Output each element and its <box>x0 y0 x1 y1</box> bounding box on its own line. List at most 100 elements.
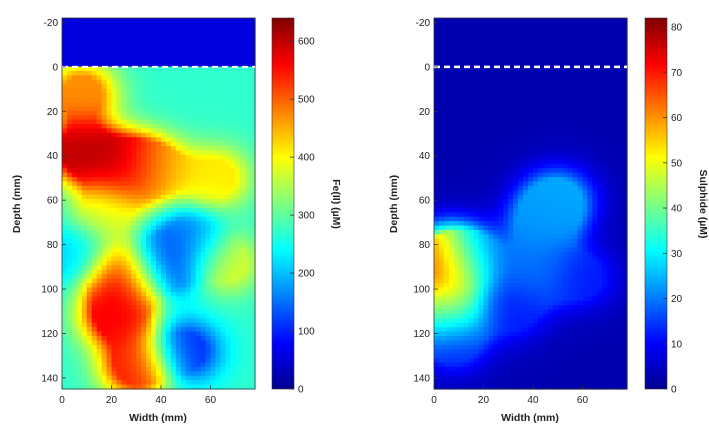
fe-heatmap-cell <box>62 101 68 107</box>
sulphide-heatmap-cell <box>508 150 514 156</box>
fe-heatmap-cell <box>225 260 231 266</box>
fe-heatmap-cell <box>170 283 177 289</box>
sulphide-heatmap-cell <box>607 181 613 187</box>
sulphide-heatmap-cell <box>453 88 460 94</box>
fe-heatmap-cell <box>62 313 68 319</box>
fe-heatmap-cell <box>160 40 167 46</box>
fe-heatmap-cell <box>106 362 113 368</box>
fe-heatmap-cell <box>180 97 187 103</box>
sulphide-heatmap-cell <box>547 71 554 77</box>
fe-heatmap-cell <box>240 349 246 355</box>
fe-heatmap-cell <box>136 18 142 24</box>
sulphide-heatmap-cell <box>523 44 529 50</box>
fe-heatmap-cell <box>66 150 73 156</box>
fe-heatmap-cell <box>91 132 98 138</box>
fe-heatmap-cell <box>215 221 221 227</box>
fe-heatmap-cell <box>151 375 157 381</box>
fe-heatmap-cell <box>210 362 217 368</box>
fe-heatmap-cell <box>111 375 118 381</box>
fe-heatmap-cell <box>86 313 93 319</box>
sulphide-heatmap-cell <box>607 106 613 112</box>
fe-heatmap-cell <box>91 159 98 165</box>
fe-heatmap-cell <box>111 106 118 112</box>
sulphide-heatmap-cell <box>503 163 509 169</box>
sulphide-heatmap-cell <box>498 75 504 81</box>
sulphide-heatmap-cell <box>528 185 534 191</box>
fe-heatmap-cell <box>175 177 182 183</box>
fe-heatmap-cell <box>195 128 202 134</box>
sulphide-heatmap-cell <box>622 141 628 147</box>
sulphide-heatmap-cell <box>503 137 509 143</box>
fe-heatmap-cell <box>66 44 73 50</box>
fe-heatmap-cell <box>62 366 68 372</box>
fe-heatmap-cell <box>136 296 142 302</box>
fe-heatmap-cell <box>230 106 236 112</box>
fe-heatmap-cell <box>250 79 256 85</box>
fe-heatmap-cell <box>106 97 113 103</box>
sulphide-heatmap-cell <box>552 119 559 125</box>
fe-heatmap-cell <box>215 238 221 244</box>
sulphide-heatmap-cell <box>513 62 519 68</box>
fe-heatmap-cell <box>160 57 167 63</box>
fe-heatmap-cell <box>91 380 98 386</box>
fe-heatmap-cell <box>230 221 236 227</box>
fe-heatmap-cell <box>205 216 212 222</box>
fe-heatmap-cell <box>165 101 172 107</box>
fe-heatmap-cell <box>62 26 68 32</box>
fe-heatmap-cell <box>106 110 113 116</box>
sulphide-heatmap-cell <box>478 18 485 24</box>
sulphide-heatmap-cell <box>557 124 564 130</box>
fe-heatmap-cell <box>66 172 73 178</box>
fe-heatmap-cell <box>250 216 256 222</box>
fe-heatmap-cell <box>190 26 197 32</box>
fe-heatmap-cell <box>62 344 68 350</box>
sulphide-heatmap-cell <box>488 88 494 94</box>
fe-heatmap-cell <box>200 97 207 103</box>
fe-heatmap-cell <box>146 44 152 50</box>
sulphide-heatmap-cell <box>443 66 450 72</box>
fe-heatmap-cell <box>245 203 251 209</box>
sulphide-heatmap-cell <box>607 31 613 37</box>
fe-heatmap-cell <box>240 26 246 32</box>
sulphide-heatmap-cell <box>617 48 623 54</box>
sulphide-heatmap-cell <box>532 146 539 152</box>
sulphide-heatmap-cell <box>498 22 504 28</box>
fe-heatmap-cell <box>76 283 83 289</box>
fe-heatmap-cell <box>200 296 207 302</box>
fe-heatmap-cell <box>136 71 142 77</box>
sulphide-heatmap-cell <box>597 128 603 134</box>
sulphide-heatmap-cell <box>547 181 554 187</box>
fe-heatmap-cell <box>86 172 93 178</box>
sulphide-heatmap-cell <box>523 97 529 103</box>
fe-heatmap-cell <box>190 203 197 209</box>
fe-heatmap-cell <box>81 278 88 284</box>
fe-heatmap-cell <box>190 375 197 381</box>
sulphide-heatmap-cell <box>448 137 455 143</box>
fe-heatmap-cell <box>245 243 251 249</box>
sulphide-heatmap-cell <box>483 93 490 99</box>
fe-heatmap-cell <box>126 349 132 355</box>
sulphide-heatmap-cell <box>602 115 608 121</box>
sulphide-heatmap-cell <box>518 79 524 85</box>
sulphide-heatmap-cell <box>473 97 480 103</box>
fe-heatmap-cell <box>106 31 113 37</box>
fe-heatmap-cell <box>210 287 217 293</box>
sulphide-heatmap-cell <box>607 146 613 152</box>
fe-heatmap-cell <box>62 309 68 315</box>
fe-heatmap-cell <box>91 93 98 99</box>
fe-heatmap-cell <box>86 79 93 85</box>
fe-heatmap-cell <box>111 190 118 196</box>
fe-heatmap-cell <box>91 115 98 121</box>
fe-heatmap-cell <box>156 344 162 350</box>
fe-heatmap-cell <box>190 252 197 258</box>
fe-y-tick-label: 100 <box>41 285 58 296</box>
sulphide-heatmap-cell <box>532 84 539 90</box>
fe-heatmap-cell <box>66 119 73 125</box>
sulphide-heatmap-cell <box>562 141 569 147</box>
fe-heatmap-cell <box>101 22 108 28</box>
sulphide-heatmap-cell <box>612 190 618 196</box>
sulphide-heatmap-cell <box>622 110 628 116</box>
fe-heatmap-cell <box>160 225 167 231</box>
fe-heatmap-cell <box>215 48 221 54</box>
sulphide-heatmap-cell <box>518 132 524 138</box>
